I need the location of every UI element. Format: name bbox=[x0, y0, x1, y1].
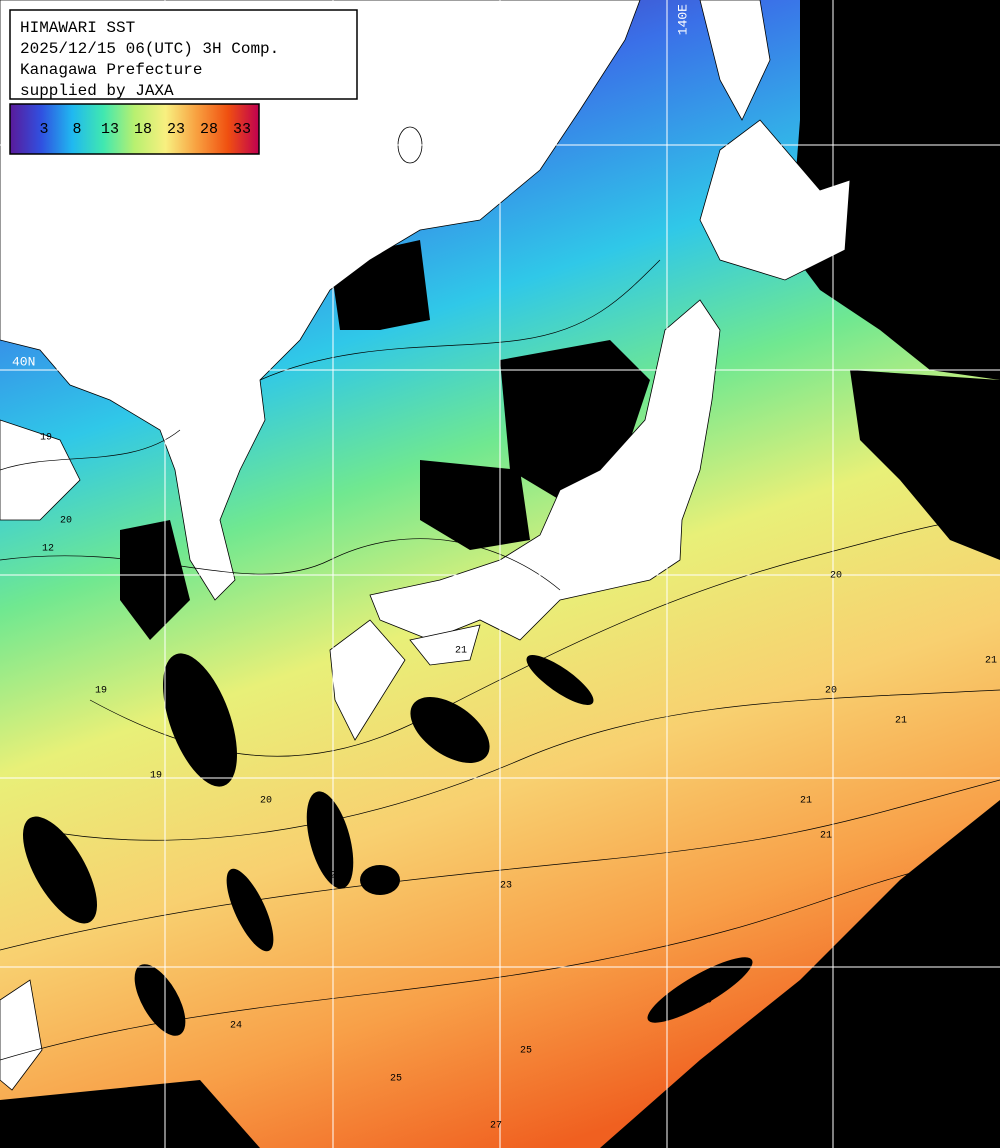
contour-label: 20 bbox=[825, 686, 837, 697]
contour-label: 20 bbox=[60, 516, 72, 527]
header: HIMAWARI SST 2025/12/15 06(UTC) 3H Comp. K… bbox=[20, 19, 279, 100]
header-line: supplied by JAXA bbox=[20, 82, 174, 100]
contour-label: 19 bbox=[95, 686, 107, 697]
contour-label: 21 bbox=[985, 656, 997, 667]
color-scale-label: 33 bbox=[233, 121, 251, 138]
contour-label: 20 bbox=[260, 796, 272, 807]
header-box bbox=[9, 9, 358, 100]
contour-label: 21 bbox=[895, 716, 907, 727]
color-scale-labels: 3 8 13 18 23 28 33 bbox=[39, 121, 251, 138]
color-scale-label: 23 bbox=[167, 121, 185, 138]
contour-label: 21 bbox=[800, 796, 812, 807]
contour-labels: 19 20 12 19 19 20 21 20 21 21 21 23 23 25 24 25 25 27 21 20 bbox=[40, 433, 997, 1132]
contour-label: 24 bbox=[230, 1021, 242, 1032]
header-line: HIMAWARI SST bbox=[20, 19, 135, 37]
header-line: Kanagawa Prefecture bbox=[20, 61, 202, 79]
color-scale-label: 3 bbox=[39, 121, 48, 138]
contour-label: 19 bbox=[40, 433, 52, 444]
contour-label: 21 bbox=[455, 646, 467, 657]
contour-label: 23 bbox=[330, 871, 342, 882]
color-scale-label: 28 bbox=[200, 121, 218, 138]
contour-label: 25 bbox=[520, 1046, 532, 1057]
contour-label: 23 bbox=[500, 881, 512, 892]
contour-label: 20 bbox=[830, 571, 842, 582]
longitude-label: 140E bbox=[675, 4, 690, 35]
color-scale-label: 13 bbox=[101, 121, 119, 138]
latitude-label: 40N bbox=[12, 354, 35, 369]
color-scale bbox=[9, 103, 260, 155]
header-line: 2025/12/15 06(UTC) 3H Comp. bbox=[20, 40, 279, 58]
color-scale-label: 8 bbox=[72, 121, 81, 138]
color-scale-label: 18 bbox=[134, 121, 152, 138]
contour-label: 21 bbox=[820, 831, 832, 842]
contour-label: 27 bbox=[490, 1121, 502, 1132]
contour-label: 25 bbox=[700, 996, 712, 1007]
contour-label: 25 bbox=[390, 1074, 402, 1085]
contour-label: 19 bbox=[150, 771, 162, 782]
contour-label: 12 bbox=[42, 544, 54, 555]
